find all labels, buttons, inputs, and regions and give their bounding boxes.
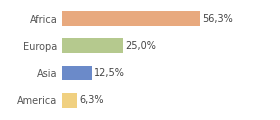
- Bar: [62, 11, 200, 26]
- Text: 6,3%: 6,3%: [79, 95, 104, 105]
- Text: 12,5%: 12,5%: [94, 68, 125, 78]
- Text: 25,0%: 25,0%: [125, 41, 156, 51]
- Bar: [62, 93, 77, 108]
- Bar: [62, 66, 92, 81]
- Text: 56,3%: 56,3%: [202, 14, 233, 24]
- Bar: [62, 38, 123, 53]
